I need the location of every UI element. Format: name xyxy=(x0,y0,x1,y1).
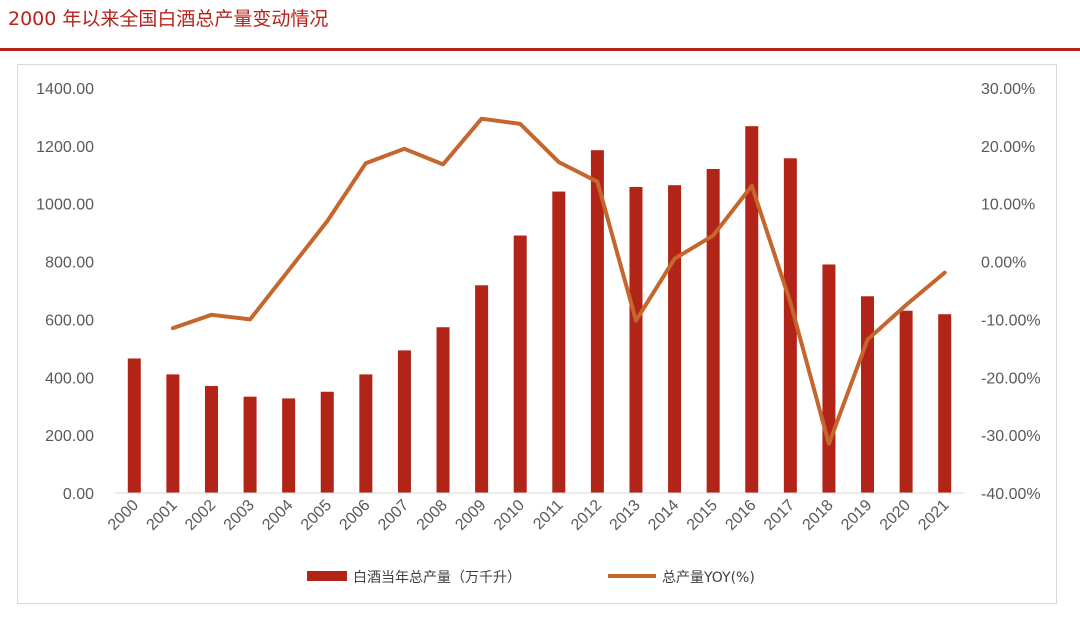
bar-2010 xyxy=(513,235,527,494)
x-tick-label: 2015 xyxy=(684,497,721,534)
left-tick-label: 1400.00 xyxy=(36,81,94,98)
legend-bar-swatch xyxy=(307,571,347,581)
x-tick-label: 2016 xyxy=(722,497,759,534)
x-tick-label: 2007 xyxy=(375,497,412,534)
title-divider xyxy=(0,48,1080,51)
x-tick-label: 2009 xyxy=(452,497,489,534)
x-tick-label: 2013 xyxy=(607,497,644,534)
x-tick-label: 2005 xyxy=(298,497,335,534)
right-tick-label: 30.00% xyxy=(981,81,1035,98)
left-tick-label: 600.00 xyxy=(45,312,94,329)
legend-line-label: 总产量YOY(%) xyxy=(662,570,755,586)
bar-series xyxy=(127,126,952,494)
chart-frame xyxy=(17,64,1057,604)
bar-2015 xyxy=(706,169,720,493)
right-tick-label: -20.00% xyxy=(981,370,1041,387)
x-tick-label: 2008 xyxy=(414,497,451,534)
x-tick-label: 2019 xyxy=(838,497,875,534)
x-tick-label: 2011 xyxy=(530,497,566,533)
right-tick-label: 10.00% xyxy=(981,197,1035,214)
bar-2007 xyxy=(397,350,411,493)
right-axis-ticks: -40.00% -30.00% -20.00% -10.00% 0.00% 10.00% 2… xyxy=(981,81,1041,503)
x-tick-label: 2004 xyxy=(259,497,296,534)
x-tick-label: 2000 xyxy=(105,497,142,534)
x-tick-label: 2014 xyxy=(645,497,682,534)
left-axis-ticks: 0.00 200.00 400.00 600.00 800.00 1000.00 1200.… xyxy=(36,81,94,503)
bar-2012 xyxy=(590,150,604,494)
right-tick-label: -30.00% xyxy=(981,428,1041,445)
bar-2011 xyxy=(552,191,566,494)
bar-2019 xyxy=(861,296,875,493)
bar-2002 xyxy=(204,385,218,493)
page-title: 2000 年以来全国白酒总产量变动情况 xyxy=(8,8,329,30)
bar-2013 xyxy=(629,186,643,493)
left-tick-label: 0.00 xyxy=(63,486,94,503)
x-tick-label: 2021 xyxy=(915,497,952,534)
bar-2017 xyxy=(783,158,797,493)
bar-2020 xyxy=(899,310,913,493)
bar-2004 xyxy=(282,398,296,493)
line-series xyxy=(170,116,947,446)
left-tick-label: 200.00 xyxy=(45,428,94,445)
x-tick-label: 2017 xyxy=(761,497,798,534)
right-tick-label: -40.00% xyxy=(981,486,1041,503)
bar-2003 xyxy=(243,396,257,493)
bar-2000 xyxy=(127,358,141,493)
x-tick-label: 2020 xyxy=(877,497,914,534)
x-tick-label: 2018 xyxy=(800,497,837,534)
left-tick-label: 1000.00 xyxy=(36,197,94,214)
x-axis-ticks: 2000 2001 2002 2003 2004 2005 2006 2007 2008 2009… xyxy=(105,492,964,534)
right-tick-label: 0.00% xyxy=(981,255,1026,272)
bar-2001 xyxy=(166,374,180,493)
left-tick-label: 1200.00 xyxy=(36,139,94,156)
bar-2018 xyxy=(822,264,836,493)
x-tick-label: 2010 xyxy=(491,497,528,534)
bar-2009 xyxy=(475,285,489,493)
bar-2008 xyxy=(436,327,450,493)
x-tick-label: 2012 xyxy=(568,497,605,534)
x-tick-label: 2002 xyxy=(182,497,219,534)
x-tick-label: 2001 xyxy=(144,497,181,534)
bar-2006 xyxy=(359,374,373,493)
bar-2021 xyxy=(938,314,952,493)
bar-2005 xyxy=(320,391,334,493)
left-tick-label: 400.00 xyxy=(45,370,94,387)
right-tick-label: 20.00% xyxy=(981,139,1035,156)
bar-2014 xyxy=(668,185,682,493)
left-tick-label: 800.00 xyxy=(45,255,94,272)
right-tick-label: -10.00% xyxy=(981,312,1041,329)
x-tick-label: 2006 xyxy=(336,497,373,534)
bar-2016 xyxy=(745,126,759,493)
legend: 白酒当年总产量（万千升） 总产量YOY(%) xyxy=(307,570,755,586)
x-tick-label: 2003 xyxy=(221,497,258,534)
legend-bar-label: 白酒当年总产量（万千升） xyxy=(353,570,521,586)
